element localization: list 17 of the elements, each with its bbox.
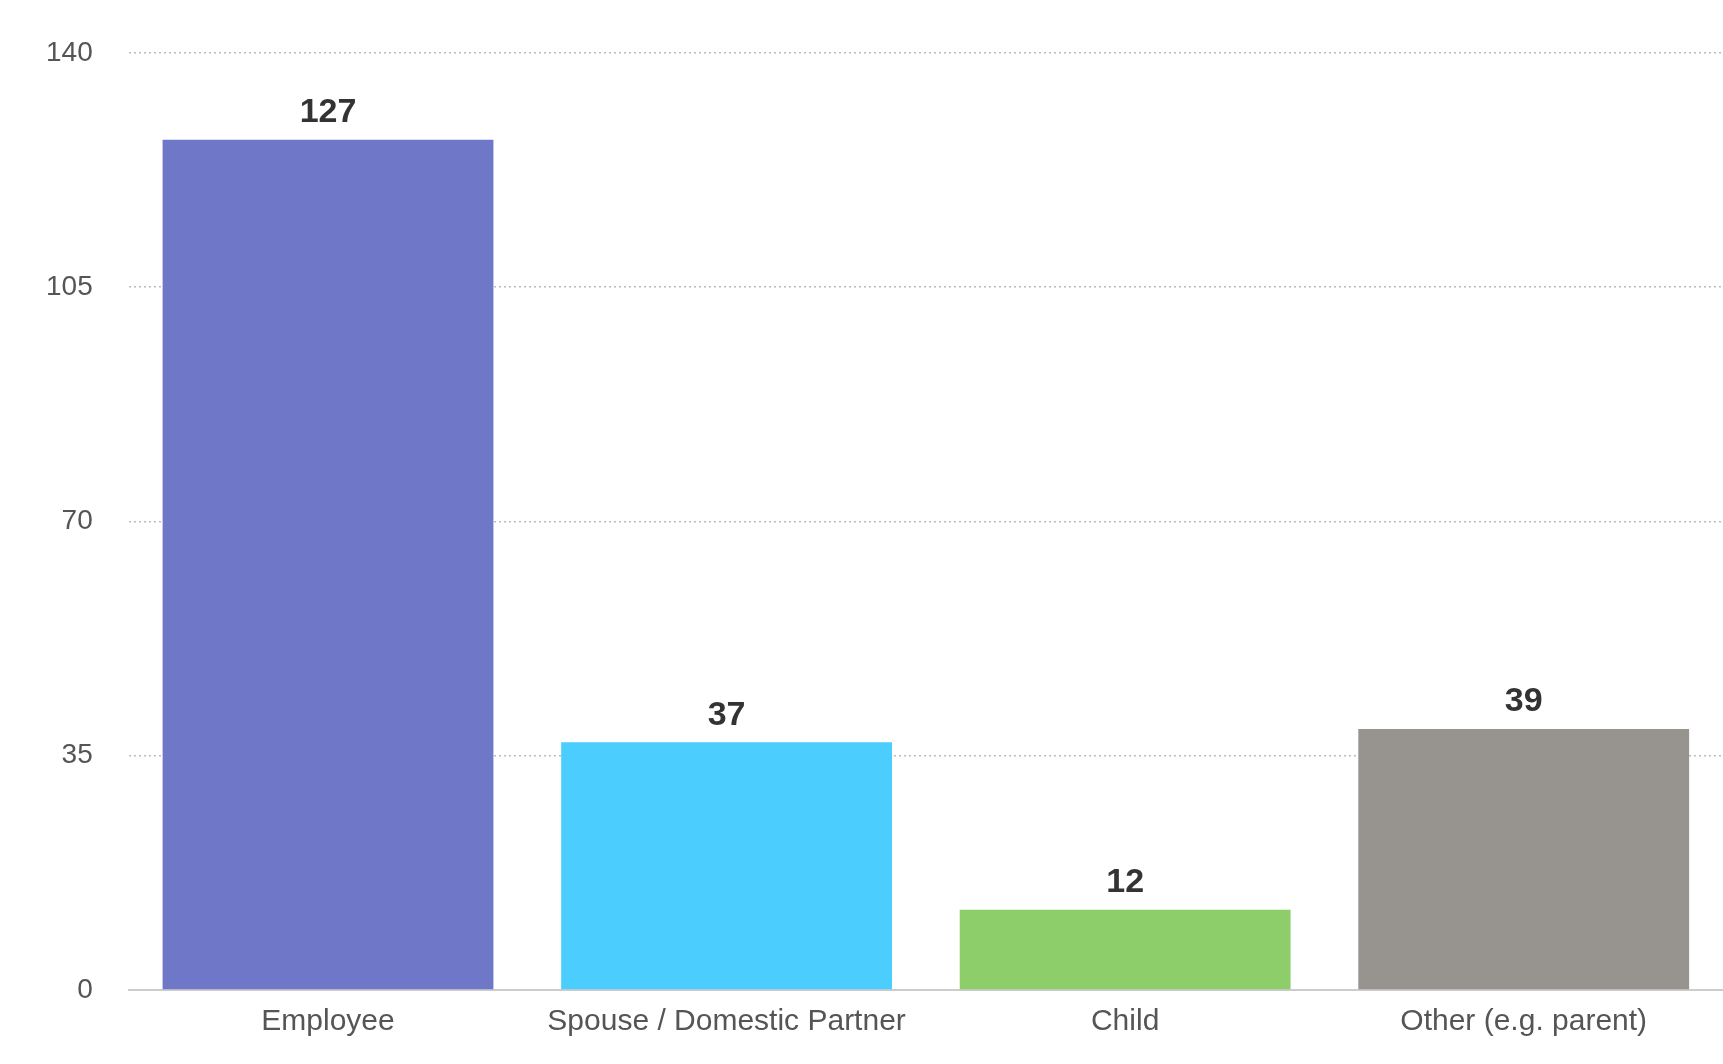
x-tick-label: Employee (261, 1003, 395, 1037)
bar (1358, 728, 1690, 990)
bar (162, 139, 494, 990)
y-tick-label: 0 (77, 972, 93, 1004)
data-label: 39 (1504, 680, 1543, 719)
bar (959, 909, 1291, 990)
data-label: 12 (1106, 861, 1145, 900)
y-tick-label: 70 (61, 504, 93, 536)
x-tick-label: Spouse / Domestic Partner (547, 1003, 906, 1037)
data-label: 127 (299, 91, 357, 130)
y-tick-label: 35 (61, 738, 93, 770)
y-tick-label: 105 (46, 269, 93, 301)
y-tick-label: 140 (46, 35, 93, 67)
x-tick-label: Child (1090, 1003, 1160, 1037)
data-label: 37 (707, 693, 746, 732)
x-tick-label: Other (e.g. parent) (1400, 1003, 1648, 1037)
bar (561, 742, 892, 990)
